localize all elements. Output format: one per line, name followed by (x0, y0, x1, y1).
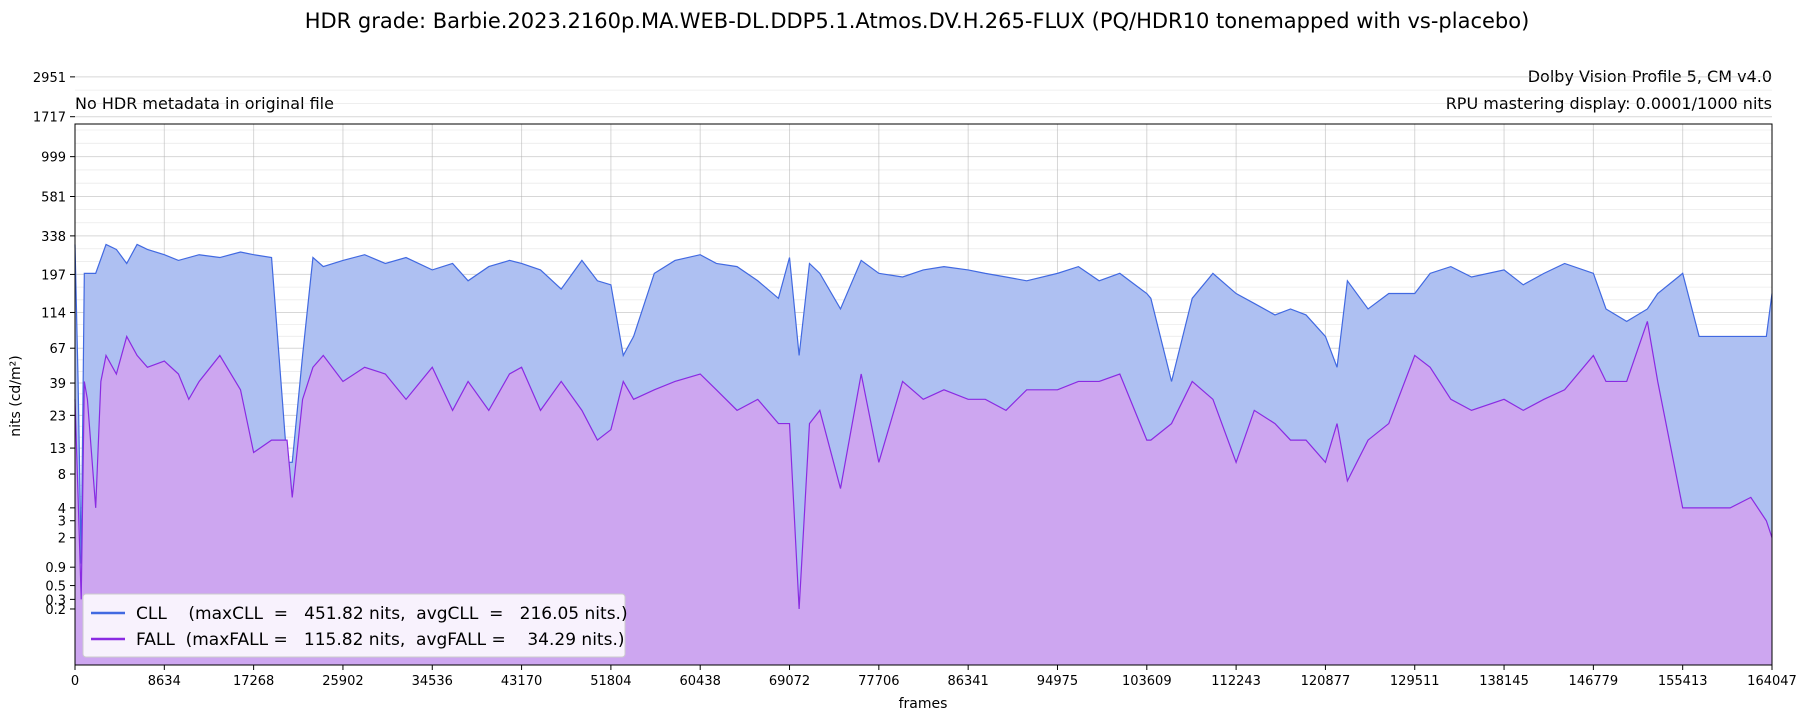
x-axis-label: frames (899, 696, 948, 712)
x-tick-label: 164047 (1747, 674, 1797, 689)
y-tick-label: 0.3 (45, 593, 66, 608)
legend-fall-label: FALL (maxFALL = 115.82 nits, avgFALL = 3… (136, 630, 624, 650)
series-areas (74, 243, 1773, 665)
series-fall-area (75, 321, 1772, 665)
x-tick-label: 129511 (1390, 674, 1440, 689)
y-tick-label: 999 (41, 151, 66, 166)
x-tick-label: 51804 (590, 674, 631, 689)
x-tick-label: 112243 (1211, 674, 1261, 689)
y-tick-label: 338 (41, 230, 66, 245)
x-tick-label: 43170 (501, 674, 542, 689)
plot-frame (74, 123, 1773, 666)
x-tick-label: 103609 (1122, 674, 1172, 689)
x-tick-label: 0 (71, 674, 79, 689)
y-tick-label: 0.5 (45, 580, 66, 595)
x-tick-label: 146779 (1569, 674, 1619, 689)
x-tick-label: 17268 (233, 674, 274, 689)
legend-cll-label: CLL (maxCLL = 451.82 nits, avgCLL = 216.… (136, 604, 628, 624)
y-tick-label: 0.2 (45, 603, 66, 618)
y-tick-label: 13 (49, 442, 66, 457)
y-tick-label: 4 (58, 502, 66, 517)
x-tick-label: 155413 (1658, 674, 1708, 689)
legend: CLL (maxCLL = 451.82 nits, avgCLL = 216.… (82, 593, 628, 658)
y-tick-label: 2 (58, 532, 66, 547)
y-axis-label: nits (cd/m²) (8, 355, 24, 436)
y-tick-label: 0.9 (45, 561, 66, 576)
series-cll-line (74, 243, 1773, 564)
y-tick-label: 8 (58, 468, 66, 483)
x-tick-label: 94975 (1037, 674, 1078, 689)
y-tick-label: 39 (49, 377, 66, 392)
legend-box (82, 593, 626, 658)
y-tick-label: 581 (41, 190, 66, 205)
subtitle-right-line2: RPU mastering display: 0.0001/1000 nits (1446, 94, 1772, 113)
series-fall-line (74, 321, 1773, 610)
subtitle-left: No HDR metadata in original file (75, 94, 334, 113)
x-tick-label: 8634 (148, 674, 181, 689)
x-tick-label: 34536 (412, 674, 453, 689)
x-tick-label: 25902 (322, 674, 363, 689)
y-axis-ticks: 0.20.30.50.92348132339671141973385819991… (33, 71, 75, 618)
x-tick-label: 77706 (858, 674, 899, 689)
x-tick-label: 86341 (947, 674, 988, 689)
x-axis-ticks: 0 8634 17268 25902 34536 43170 51804 60438 69072… (71, 665, 1797, 689)
y-tick-label: 2951 (33, 71, 66, 86)
x-tick-label: 69072 (769, 674, 810, 689)
y-tick-label: 1717 (33, 111, 66, 126)
x-tick-label: 120877 (1301, 674, 1351, 689)
y-tick-label: 67 (49, 342, 66, 357)
x-tick-label: 60438 (680, 674, 721, 689)
y-tick-label: 114 (41, 306, 66, 321)
y-tick-label: 197 (41, 268, 66, 283)
y-tick-label: 23 (49, 409, 66, 424)
chart-title: HDR grade: Barbie.2023.2160p.MA.WEB-DL.D… (305, 9, 1530, 33)
y-tick-label: 3 (58, 515, 66, 530)
x-tick-label: 138145 (1479, 674, 1529, 689)
